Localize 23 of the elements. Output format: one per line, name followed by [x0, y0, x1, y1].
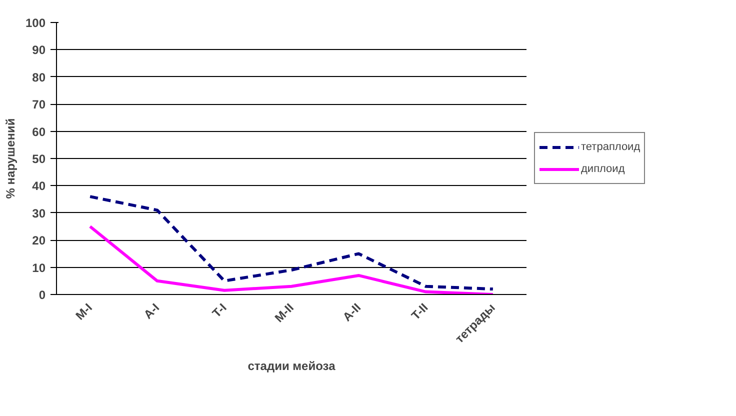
x-tick-label: M-II: [272, 300, 296, 326]
y-tick-label: 20: [32, 234, 46, 248]
x-tick-label: T-I: [210, 300, 230, 320]
y-tick-label: 100: [25, 16, 46, 30]
line-series: [88, 195, 494, 291]
y-tick-label: 70: [32, 98, 46, 112]
x-tick-label: T-II: [408, 300, 431, 323]
line-series: [88, 225, 494, 294]
y-tick-label: 30: [32, 206, 46, 220]
x-tick-label: A-II: [340, 300, 364, 324]
y-tick-label: 90: [32, 43, 46, 58]
y-axis-title: % нарушений: [3, 118, 18, 199]
legend-label: диплоид: [581, 163, 625, 175]
y-tick-label: 80: [32, 70, 46, 84]
y-tick-label: 40: [32, 179, 46, 194]
y-tick-label: 10: [32, 260, 46, 275]
x-tick-label: A-I: [140, 300, 162, 322]
y-tick-label: 60: [32, 124, 46, 139]
y-tick-label: 0: [38, 288, 46, 302]
legend-label: тетраплоид: [581, 141, 640, 153]
x-tick-label: M-I: [72, 300, 96, 323]
y-tick-label: 50: [32, 152, 46, 166]
x-axis-title: стадии мейоза: [248, 358, 336, 373]
